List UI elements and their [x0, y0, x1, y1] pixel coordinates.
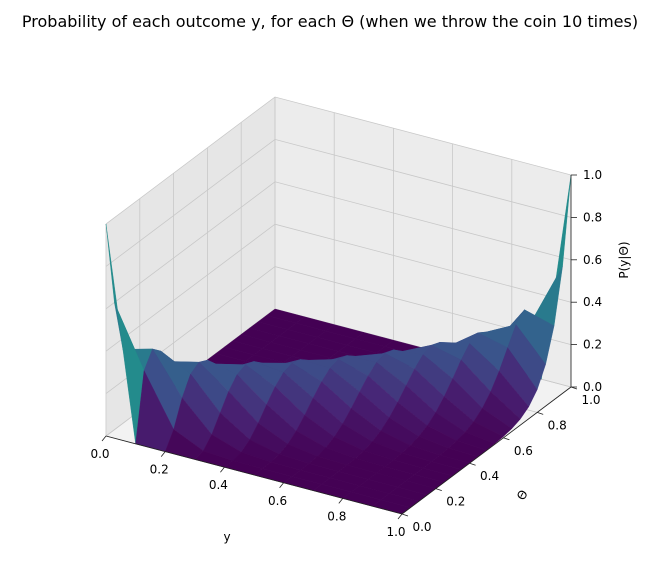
chart-title: Probability of each outcome y, for each …	[22, 12, 638, 31]
z-axis-label: P(y|Θ)	[617, 241, 631, 278]
theta-tick-3	[503, 437, 510, 441]
theta-tick-label-5: 1.0	[581, 393, 600, 407]
x-tick-label-5: 1.0	[386, 525, 405, 539]
surface	[105, 174, 572, 515]
z-tick-label-3: 0.6	[583, 253, 602, 267]
x-axis-line	[105, 435, 403, 515]
x-tick-4	[338, 498, 344, 504]
theta-axis-label: Θ	[514, 488, 531, 503]
grid-line-z-5	[105, 96, 572, 225]
z-tick-label-0: 0.0	[583, 380, 602, 394]
z-tick-label-4: 0.8	[583, 210, 602, 224]
x-tick-label-3: 0.6	[268, 494, 287, 508]
theta-tick-label-0: 0.0	[412, 520, 431, 534]
axes: 0.0 0.0 0.0 0.2 0.2 0.2 0.4 0.4 0.4 0.6 0.6 0.6 0.8 0…	[90, 168, 602, 539]
x-axis-label: y	[223, 530, 230, 544]
theta-tick-label-1: 0.2	[446, 495, 465, 509]
theta-tick-2	[469, 462, 476, 466]
theta-tick-label-3: 0.6	[514, 444, 533, 458]
theta-tick-4	[537, 412, 544, 415]
theta-tick-5	[570, 386, 578, 390]
x-tick-label-4: 0.8	[327, 509, 346, 523]
x-tick-label-1: 0.2	[150, 463, 169, 477]
theta-tick-label-4: 0.8	[548, 418, 567, 432]
x-tick-0	[101, 435, 107, 442]
z-tick-label-2: 0.4	[583, 295, 602, 309]
theta-tick-1	[435, 488, 442, 491]
theta-tick-0	[401, 513, 409, 517]
x-tick-label-0: 0.0	[90, 447, 109, 461]
theta-axis-line	[401, 386, 572, 515]
theta-tick-label-2: 0.4	[480, 469, 499, 483]
x-tick-label-2: 0.4	[209, 478, 228, 492]
x-tick-5	[397, 513, 403, 520]
x-tick-3	[279, 482, 284, 489]
x-tick-1	[160, 451, 166, 457]
z-tick-label-1: 0.2	[583, 338, 602, 352]
x-tick-2	[220, 466, 225, 473]
z-tick-label-5: 1.0	[583, 168, 602, 182]
